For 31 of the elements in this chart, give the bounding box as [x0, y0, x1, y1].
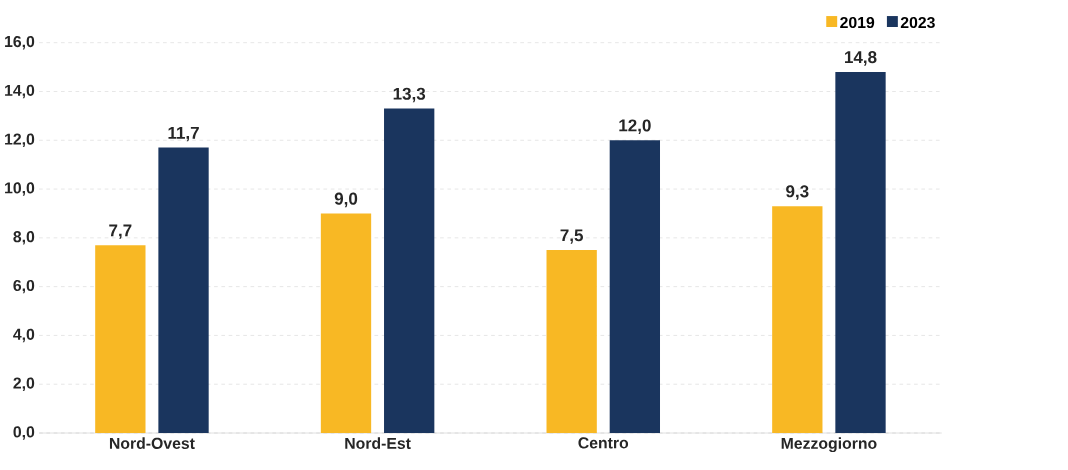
y-tick-label: 16,0 [5, 36, 35, 50]
data-label: 14,8 [845, 51, 877, 66]
bar [384, 108, 435, 434]
y-tick-label: 6,0 [13, 280, 35, 294]
data-label: 11,7 [168, 127, 199, 142]
data-label: 7,5 [560, 229, 584, 244]
y-tick-label: 10,0 [5, 182, 35, 196]
legend-label: 2019 [840, 17, 875, 29]
data-label: 7,7 [109, 224, 132, 240]
data-label: 9,0 [334, 192, 358, 208]
legend-label: 2023 [900, 17, 935, 29]
y-tick-label: 12,0 [5, 133, 35, 148]
bar [320, 213, 372, 434]
bar [609, 140, 661, 434]
y-tick-label: 2,0 [13, 377, 35, 392]
x-tick-label: Nord-Est [345, 437, 411, 450]
bar [158, 147, 209, 434]
x-tick-label: Centro [578, 437, 629, 449]
data-label: 12,0 [619, 119, 651, 135]
data-label: 9,3 [786, 185, 809, 200]
bar [546, 250, 597, 434]
y-tick-label: 14,0 [5, 84, 35, 99]
bar [772, 206, 823, 434]
bar [835, 72, 886, 434]
x-tick-label: Nord-Ovest [109, 437, 195, 450]
bar [95, 245, 146, 434]
y-tick-label: 0,0 [13, 426, 35, 440]
x-tick-label: Mezzogiorno [781, 437, 877, 453]
y-tick-label: 8,0 [13, 231, 35, 245]
data-label: 13,3 [393, 87, 426, 103]
y-tick-label: 4,0 [13, 328, 35, 343]
